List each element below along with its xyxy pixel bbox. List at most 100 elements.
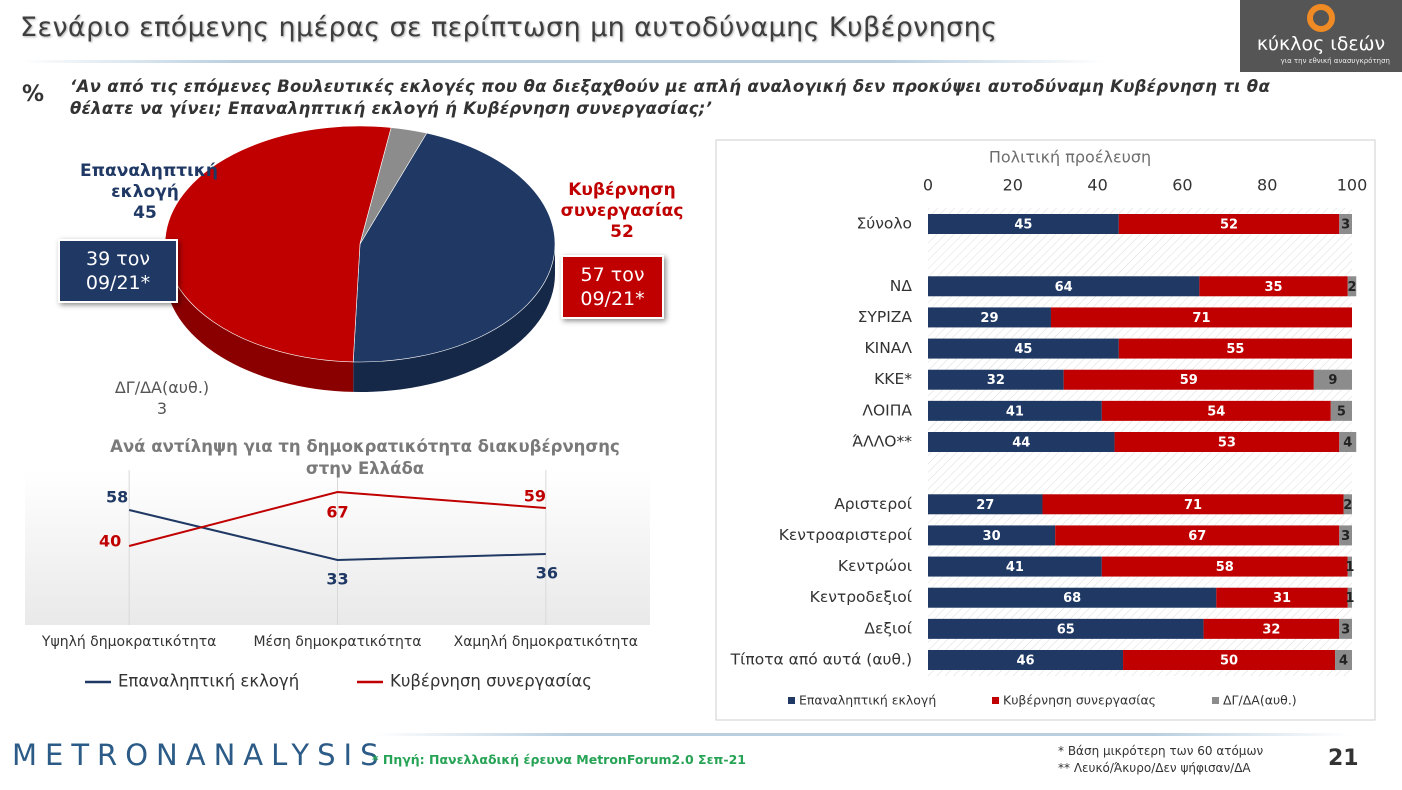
pie-category: Κυβέρνηση συνεργασίας bbox=[560, 180, 684, 221]
legend-label: Επαναληπτική εκλογή bbox=[799, 693, 936, 708]
pie-label: Επαναληπτική εκλογή 45 bbox=[80, 161, 218, 224]
pie-label: Κυβέρνηση συνεργασίας 52 bbox=[560, 180, 684, 243]
legend-swatch bbox=[992, 697, 999, 704]
data-label: 3 bbox=[1341, 529, 1350, 544]
x-tick-label: Χαμηλή δημοκρατικότητα bbox=[454, 634, 638, 650]
bar bbox=[1347, 587, 1352, 608]
data-label: 40 bbox=[99, 532, 121, 551]
data-label: 4 bbox=[1343, 436, 1352, 451]
y-tick-label: ΆΛΛΟ** bbox=[852, 433, 912, 451]
y-tick-label: ΝΔ bbox=[890, 277, 913, 295]
footer-rule bbox=[375, 733, 1350, 736]
data-label: 45 bbox=[1014, 218, 1032, 233]
data-label: 68 bbox=[1063, 591, 1081, 606]
data-label: 27 bbox=[976, 498, 994, 513]
y-tick-label: ΛΟΙΠΑ bbox=[862, 401, 912, 419]
bar bbox=[1335, 650, 1352, 670]
bar bbox=[928, 556, 1102, 577]
x-tick-label: 0 bbox=[923, 176, 933, 195]
callout-text: 39 τον 09/21* bbox=[85, 248, 151, 294]
legend-label: Κυβέρνηση συνεργασίας bbox=[1003, 693, 1156, 708]
chart-title: Πολιτική προέλευση bbox=[989, 148, 1151, 167]
data-label: 44 bbox=[1012, 436, 1030, 451]
bar bbox=[1042, 494, 1344, 515]
legend-label: ΔΓ/ΔΑ(αυθ.) bbox=[1223, 693, 1297, 708]
bar bbox=[928, 400, 1102, 421]
data-label: 45 bbox=[1014, 342, 1032, 357]
data-label: 46 bbox=[1016, 654, 1034, 669]
bar bbox=[1339, 618, 1352, 639]
bar bbox=[928, 525, 1056, 546]
unit-sign: % bbox=[22, 82, 45, 107]
data-label: 5 bbox=[1337, 404, 1346, 419]
data-label: 32 bbox=[987, 373, 1005, 388]
legend-label: Επαναληπτική εκλογή bbox=[118, 672, 299, 691]
data-label: 1 bbox=[1345, 560, 1354, 575]
data-label: 36 bbox=[536, 564, 558, 583]
bar bbox=[1313, 369, 1352, 390]
bar bbox=[1347, 276, 1357, 297]
data-label: 59 bbox=[1180, 373, 1198, 388]
data-label: 54 bbox=[1207, 404, 1225, 419]
pie-slice bbox=[352, 132, 556, 363]
bar bbox=[1063, 369, 1314, 390]
data-label: 58 bbox=[106, 488, 128, 507]
bar bbox=[1101, 400, 1331, 421]
x-tick-label: Υψηλή δημοκρατικότητα bbox=[41, 634, 217, 650]
data-label: 58 bbox=[1216, 560, 1234, 575]
data-label: 59 bbox=[524, 487, 546, 506]
bar bbox=[1101, 556, 1348, 577]
x-tick-label: Μέση δημοκρατικότητα bbox=[253, 634, 421, 650]
pie-label: ΔΓ/ΔΑ(αυθ.) 3 bbox=[92, 377, 232, 419]
data-label: 31 bbox=[1273, 591, 1291, 606]
legend-swatch bbox=[1212, 697, 1219, 704]
bar bbox=[928, 587, 1217, 608]
data-label: 4 bbox=[1339, 654, 1348, 669]
pie-depth bbox=[165, 244, 354, 392]
bar bbox=[928, 369, 1064, 390]
question: ‘Αν από τις επόμενες Βουλευτικές εκλογές… bbox=[70, 77, 1271, 118]
line-title: Ανά αντίληψη για τη δημοκρατικότητα διακ… bbox=[110, 437, 620, 478]
x-tick-label: 100 bbox=[1337, 176, 1368, 195]
bar bbox=[1330, 400, 1352, 421]
bar bbox=[1343, 494, 1352, 515]
y-tick-label: ΚΚΕ* bbox=[874, 370, 912, 388]
bar bbox=[1216, 587, 1348, 608]
data-label: 67 bbox=[326, 503, 348, 522]
bar bbox=[928, 618, 1204, 639]
data-label: 71 bbox=[1184, 498, 1202, 513]
bar bbox=[1339, 214, 1352, 234]
data-label: 1 bbox=[1345, 591, 1354, 606]
y-tick-label: Τίποτα από αυτά (αυθ.) bbox=[730, 651, 912, 669]
pie-value: 3 bbox=[156, 399, 168, 418]
bar bbox=[1339, 525, 1352, 546]
bar bbox=[1347, 556, 1352, 577]
data-label: 3 bbox=[1341, 622, 1350, 637]
y-tick-label: Αριστεροί bbox=[834, 495, 913, 513]
bar bbox=[928, 214, 1119, 234]
pie-value: 52 bbox=[610, 222, 634, 242]
logo-name: κύκλος ιδεών bbox=[1256, 33, 1386, 55]
x-tick-label: 60 bbox=[1172, 176, 1192, 195]
pie-category: ΔΓ/ΔΑ(αυθ.) bbox=[114, 378, 210, 397]
bar bbox=[1199, 276, 1348, 297]
x-tick-label: 20 bbox=[1003, 176, 1023, 195]
slide-title: Σενάριο επόμενης ημέρας σε περίπτωση μη … bbox=[20, 12, 998, 43]
pie-slice bbox=[359, 127, 428, 245]
source: * Πηγή: Πανελλαδική έρευνα MetronForum2.… bbox=[372, 752, 747, 767]
data-label: 2 bbox=[1343, 498, 1352, 513]
data-label: 64 bbox=[1055, 280, 1073, 295]
data-label: 67 bbox=[1188, 529, 1206, 544]
y-tick-label: ΣΥΡΙΖΑ bbox=[858, 308, 913, 326]
pie-slice bbox=[164, 125, 392, 363]
data-label: 52 bbox=[1220, 218, 1238, 233]
data-label: 41 bbox=[1006, 560, 1024, 575]
pie-category: Επαναληπτική εκλογή bbox=[80, 161, 218, 202]
bar bbox=[928, 432, 1115, 452]
bar bbox=[1118, 338, 1352, 359]
data-label: 33 bbox=[326, 570, 348, 589]
pie-callout: 39 τον 09/21* bbox=[58, 239, 178, 303]
legend-swatch bbox=[788, 697, 795, 704]
